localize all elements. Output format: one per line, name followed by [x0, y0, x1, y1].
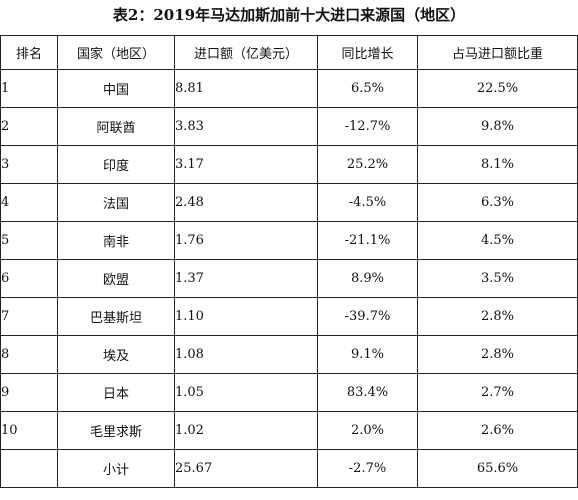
- country-cell: 埃及: [57, 335, 175, 374]
- growth-cell: -12.7%: [317, 107, 418, 146]
- import-value-cell: 1.37: [174, 259, 318, 298]
- rank-cell: 5: [0, 221, 58, 260]
- share-cell: 2.7%: [417, 373, 578, 412]
- import-sources-table: 排名 国家（地区） 进口额（亿美元） 同比增长 占马进口额比重 1 中国 8.8…: [0, 35, 578, 488]
- rank-cell: [0, 449, 58, 488]
- share-cell: 8.1%: [417, 145, 578, 184]
- share-cell: 6.3%: [417, 183, 578, 222]
- import-value-cell: 3.17: [174, 145, 318, 184]
- table-row: 8 埃及 1.08 9.1% 2.8%: [0, 335, 578, 374]
- country-cell: 阿联酋: [57, 107, 175, 146]
- country-cell: 毛里求斯: [57, 411, 175, 450]
- growth-cell: 8.9%: [317, 259, 418, 298]
- share-cell: 2.8%: [417, 335, 578, 374]
- share-cell: 2.6%: [417, 411, 578, 450]
- table-row: 3 印度 3.17 25.2% 8.1%: [0, 145, 578, 184]
- rank-cell: 6: [0, 259, 58, 298]
- import-value-cell: 1.05: [174, 373, 318, 412]
- country-cell: 南非: [57, 221, 175, 260]
- country-cell: 中国: [57, 69, 175, 108]
- rank-cell: 2: [0, 107, 58, 146]
- rank-cell: 1: [0, 69, 58, 108]
- table-row: 4 法国 2.48 -4.5% 6.3%: [0, 183, 578, 222]
- share-cell: 4.5%: [417, 221, 578, 260]
- import-value-cell: 2.48: [174, 183, 318, 222]
- growth-cell: -2.7%: [317, 449, 418, 488]
- growth-cell: -39.7%: [317, 297, 418, 336]
- share-cell: 9.8%: [417, 107, 578, 146]
- growth-cell: 9.1%: [317, 335, 418, 374]
- table-row: 9 日本 1.05 83.4% 2.7%: [0, 373, 578, 412]
- subtotal-row: 小计 25.67 -2.7% 65.6%: [0, 449, 578, 488]
- growth-cell: 25.2%: [317, 145, 418, 184]
- country-cell: 法国: [57, 183, 175, 222]
- share-cell: 2.8%: [417, 297, 578, 336]
- rank-cell: 9: [0, 373, 58, 412]
- growth-cell: -21.1%: [317, 221, 418, 260]
- rank-cell: 8: [0, 335, 58, 374]
- table-row: 1 中国 8.81 6.5% 22.5%: [0, 69, 578, 108]
- share-cell: 65.6%: [417, 449, 578, 488]
- import-value-cell: 1.10: [174, 297, 318, 336]
- rank-cell: 4: [0, 183, 58, 222]
- country-cell: 巴基斯坦: [57, 297, 175, 336]
- header-import-value: 进口额（亿美元）: [174, 35, 318, 70]
- growth-cell: 6.5%: [317, 69, 418, 108]
- import-value-cell: 3.83: [174, 107, 318, 146]
- growth-cell: 2.0%: [317, 411, 418, 450]
- import-value-cell: 8.81: [174, 69, 318, 108]
- rank-cell: 10: [0, 411, 58, 450]
- table-row: 10 毛里求斯 1.02 2.0% 2.6%: [0, 411, 578, 450]
- import-value-cell: 25.67: [174, 449, 318, 488]
- subtotal-label: 小计: [57, 449, 175, 488]
- table-title: 表2：2019年马达加斯加前十大进口来源国（地区）: [112, 6, 466, 24]
- rank-cell: 3: [0, 145, 58, 184]
- header-rank: 排名: [0, 35, 58, 70]
- table-row: 6 欧盟 1.37 8.9% 3.5%: [0, 259, 578, 298]
- country-cell: 欧盟: [57, 259, 175, 298]
- share-cell: 3.5%: [417, 259, 578, 298]
- country-cell: 印度: [57, 145, 175, 184]
- import-value-cell: 1.76: [174, 221, 318, 260]
- table-row: 5 南非 1.76 -21.1% 4.5%: [0, 221, 578, 260]
- import-value-cell: 1.02: [174, 411, 318, 450]
- table-row: 7 巴基斯坦 1.10 -39.7% 2.8%: [0, 297, 578, 336]
- growth-cell: -4.5%: [317, 183, 418, 222]
- country-cell: 日本: [57, 373, 175, 412]
- header-country: 国家（地区）: [57, 35, 175, 70]
- rank-cell: 7: [0, 297, 58, 336]
- growth-cell: 83.4%: [317, 373, 418, 412]
- share-cell: 22.5%: [417, 69, 578, 108]
- header-row: 排名 国家（地区） 进口额（亿美元） 同比增长 占马进口额比重: [0, 35, 578, 70]
- import-value-cell: 1.08: [174, 335, 318, 374]
- header-yoy-growth: 同比增长: [317, 35, 418, 70]
- header-share: 占马进口额比重: [417, 35, 578, 70]
- table-row: 2 阿联酋 3.83 -12.7% 9.8%: [0, 107, 578, 146]
